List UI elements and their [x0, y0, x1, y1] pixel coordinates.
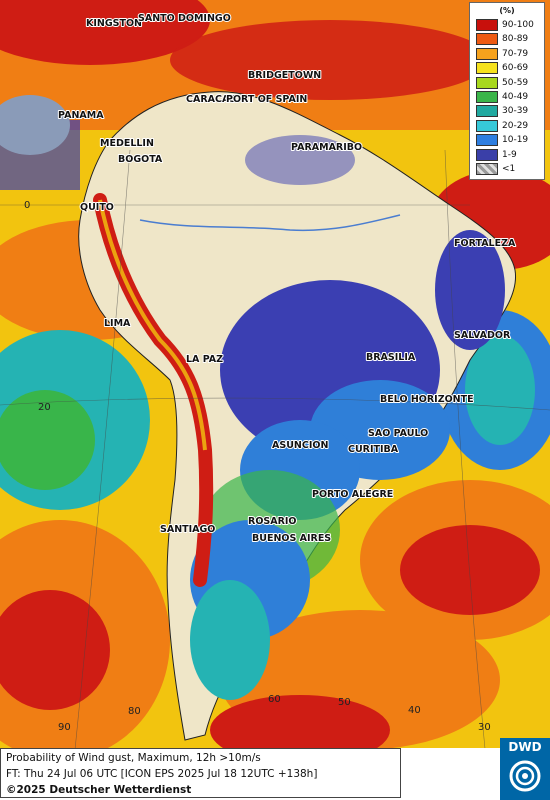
legend-swatch — [476, 77, 498, 89]
city-kingston: KINGSTON — [86, 18, 142, 29]
city-asuncion: ASUNCION — [272, 440, 328, 451]
legend-swatch — [476, 19, 498, 31]
city-port-of-spain: PORT OF SPAIN — [226, 94, 307, 105]
legend-entry: 1-9 — [476, 149, 542, 162]
lon-label-40: 40 — [408, 705, 421, 716]
city-sao-paulo: SAO PAULO — [368, 428, 428, 439]
legend-swatch — [476, 48, 498, 60]
legend-swatch — [476, 120, 498, 132]
legend-swatch — [476, 62, 498, 74]
city-curitiba: CURITIBA — [348, 444, 399, 455]
city-belo-horizonte: BELO HORIZONTE — [380, 394, 474, 405]
legend-entry: 50-59 — [476, 77, 542, 90]
legend-label: 80-89 — [502, 33, 528, 45]
lon-label-30: 30 — [478, 722, 491, 733]
city-medellin: MEDELLIN — [100, 138, 154, 149]
map-footer: Probability of Wind gust, Maximum, 12h >… — [0, 748, 550, 800]
legend-entry: <1 — [476, 163, 542, 176]
lat-label-0: 0 — [24, 200, 30, 211]
footer-product-line: Probability of Wind gust, Maximum, 12h >… — [6, 752, 261, 764]
city-quito: QUITO — [80, 202, 114, 213]
legend-label: 50-59 — [502, 77, 528, 89]
city-paramaribo: PARAMARIBO — [291, 142, 362, 153]
legend-unit: (%) — [470, 6, 544, 15]
legend-label: 10-19 — [502, 134, 528, 146]
legend-swatch — [476, 149, 498, 161]
lon-label-60: 60 — [268, 694, 281, 705]
legend-entry: 40-49 — [476, 91, 542, 104]
legend-entry: 80-89 — [476, 33, 542, 46]
dwd-logo: DWD — [500, 738, 550, 800]
legend-label: 1-9 — [502, 149, 517, 161]
legend-swatch — [476, 33, 498, 45]
legend-label: 40-49 — [502, 91, 528, 103]
legend-label: 30-39 — [502, 105, 528, 117]
city-bridgetown: BRIDGETOWN — [248, 70, 321, 81]
footer-copyright: ©2025 Deutscher Wetterdienst — [6, 784, 191, 796]
dwd-swirl-icon — [500, 756, 550, 800]
lon-label-50: 50 — [338, 697, 351, 708]
legend-entry: 10-19 — [476, 134, 542, 147]
city-santiago: SANTIAGO — [160, 524, 215, 535]
legend-entry: 20-29 — [476, 120, 542, 133]
city-porto-alegre: PORTO ALEGRE — [312, 489, 393, 500]
dwd-logo-text: DWD — [500, 740, 550, 754]
city-santo-domingo: SANTO DOMINGO — [138, 13, 231, 24]
footer-forecast-time-line: FT: Thu 24 Jul 06 UTC [ICON EPS 2025 Jul… — [6, 768, 317, 780]
city-brasilia: BRASILIA — [366, 352, 416, 363]
legend-label: 70-79 — [502, 48, 528, 60]
legend-label: 90-100 — [502, 19, 534, 31]
legend-entry: 90-100 — [476, 19, 542, 32]
city-rosario: ROSARIO — [248, 516, 297, 527]
legend-entry: 30-39 — [476, 105, 542, 118]
city-salvador: SALVADOR — [454, 330, 511, 341]
legend-swatch — [476, 134, 498, 146]
city-bogota: BOGOTA — [118, 154, 163, 165]
legend-entry: 60-69 — [476, 62, 542, 75]
city-fortaleza: FORTALEZA — [454, 238, 516, 249]
lat-label-20: 20 — [38, 402, 51, 413]
city-panama: PANAMA — [58, 110, 104, 121]
probability-legend: (%) 90-100 80-89 70-79 60-69 50-59 40-49 30-39… — [469, 2, 545, 180]
city-buenos-aires: BUENOS AIRES — [252, 533, 331, 544]
lon-label-90: 90 — [58, 722, 71, 733]
legend-swatch — [476, 105, 498, 117]
legend-label: <1 — [502, 163, 515, 175]
legend-entry: 70-79 — [476, 48, 542, 61]
city-la-paz: LA PAZ — [186, 354, 223, 365]
legend-label: 20-29 — [502, 120, 528, 132]
legend-swatch — [476, 163, 498, 175]
footer-caption-box: Probability of Wind gust, Maximum, 12h >… — [0, 748, 401, 798]
lon-label-80: 80 — [128, 706, 141, 717]
legend-swatch — [476, 91, 498, 103]
city-lima: LIMA — [104, 318, 131, 329]
legend-label: 60-69 — [502, 62, 528, 74]
